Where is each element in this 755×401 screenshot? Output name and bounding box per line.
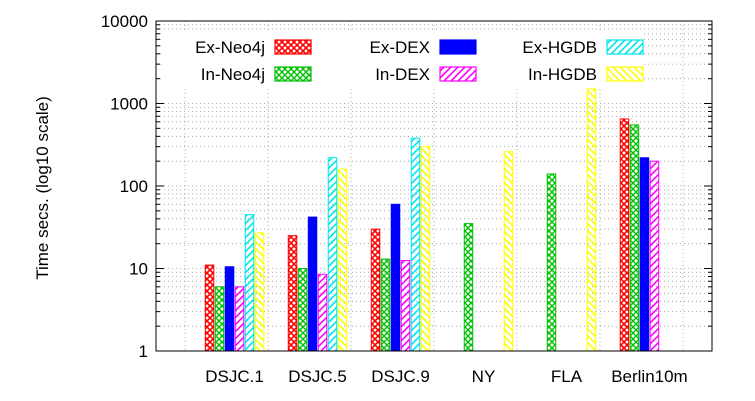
bar-ex-hgdb-dsjc9 — [410, 137, 421, 352]
y-tick-label: 10000 — [101, 12, 148, 31]
legend: Ex-Neo4j In-Neo4j Ex-DEX In-DEX Ex-HGDB In-HG… — [164, 30, 644, 88]
bar-in-dex-dsjc9 — [400, 260, 411, 352]
bar-in-neo4j-dsjc9 — [380, 258, 391, 352]
x-tick-label: NY — [472, 367, 496, 386]
bar-in-neo4j-dsjc5 — [297, 268, 308, 352]
legend-label: In-HGDB — [528, 65, 597, 84]
x-axis-ticks: DSJC.1 DSJC.5 DSJC.9 NY FLA Berlin10m — [205, 367, 687, 386]
legend-label: Ex-Neo4j — [195, 38, 265, 57]
bar-in-hgdb-dsjc9 — [420, 146, 431, 352]
legend-swatch — [606, 39, 644, 55]
x-tick-label: Berlin10m — [611, 367, 688, 386]
legend-swatch — [439, 66, 477, 82]
bar-in-neo4j-dsjc1 — [214, 286, 225, 352]
y-tick-label: 100 — [120, 177, 148, 196]
bar-in-hgdb-fla — [586, 88, 597, 352]
bar-ex-neo4j-dsjc1 — [204, 264, 215, 352]
y-axis-label: Time secs. (log10 scale) — [33, 96, 52, 280]
bar-ex-dex-dsjc9 — [390, 203, 401, 352]
x-tick-label: DSJC.9 — [371, 367, 430, 386]
bar-ex-hgdb-dsjc5 — [327, 157, 338, 352]
bar-ex-dex-dsjc5 — [307, 216, 318, 352]
y-axis-ticks: 1 10 100 1000 10000 — [101, 12, 712, 361]
legend-swatch — [274, 39, 312, 55]
y-tick-label: 1 — [139, 342, 148, 361]
legend-swatch — [606, 66, 644, 82]
bar-ex-dex-dsjc1 — [224, 266, 235, 352]
bar-in-dex-dsjc1 — [234, 286, 245, 352]
bar-ex-hgdb-dsjc1 — [244, 214, 255, 352]
bars-group — [204, 88, 660, 352]
legend-label: Ex-DEX — [370, 38, 430, 57]
bar-in-dex-berlin10m — [649, 160, 660, 352]
y-tick-label: 1000 — [110, 95, 148, 114]
bar-in-hgdb-dsjc5 — [337, 168, 348, 352]
bar-in-hgdb-ny — [503, 151, 514, 352]
bar-in-neo4j-fla — [546, 173, 557, 352]
bar-ex-neo4j-dsjc9 — [370, 228, 381, 352]
legend-swatch — [274, 66, 312, 82]
bar-ex-neo4j-dsjc5 — [287, 235, 298, 352]
bar-in-hgdb-dsjc1 — [254, 232, 265, 352]
bar-in-neo4j-berlin10m — [629, 124, 640, 352]
bar-in-dex-dsjc5 — [317, 273, 328, 352]
bar-ex-neo4j-berlin10m — [619, 118, 630, 352]
bar-in-neo4j-ny — [463, 223, 474, 352]
legend-background — [164, 30, 644, 88]
x-tick-label: DSJC.5 — [288, 367, 347, 386]
x-tick-label: DSJC.1 — [205, 367, 264, 386]
legend-label: Ex-HGDB — [522, 38, 597, 57]
legend-label: In-Neo4j — [201, 65, 265, 84]
legend-swatch — [439, 39, 477, 55]
bar-ex-dex-berlin10m — [639, 157, 650, 352]
x-tick-label: FLA — [551, 367, 583, 386]
y-tick-label: 10 — [129, 260, 148, 279]
legend-label: In-DEX — [375, 65, 430, 84]
